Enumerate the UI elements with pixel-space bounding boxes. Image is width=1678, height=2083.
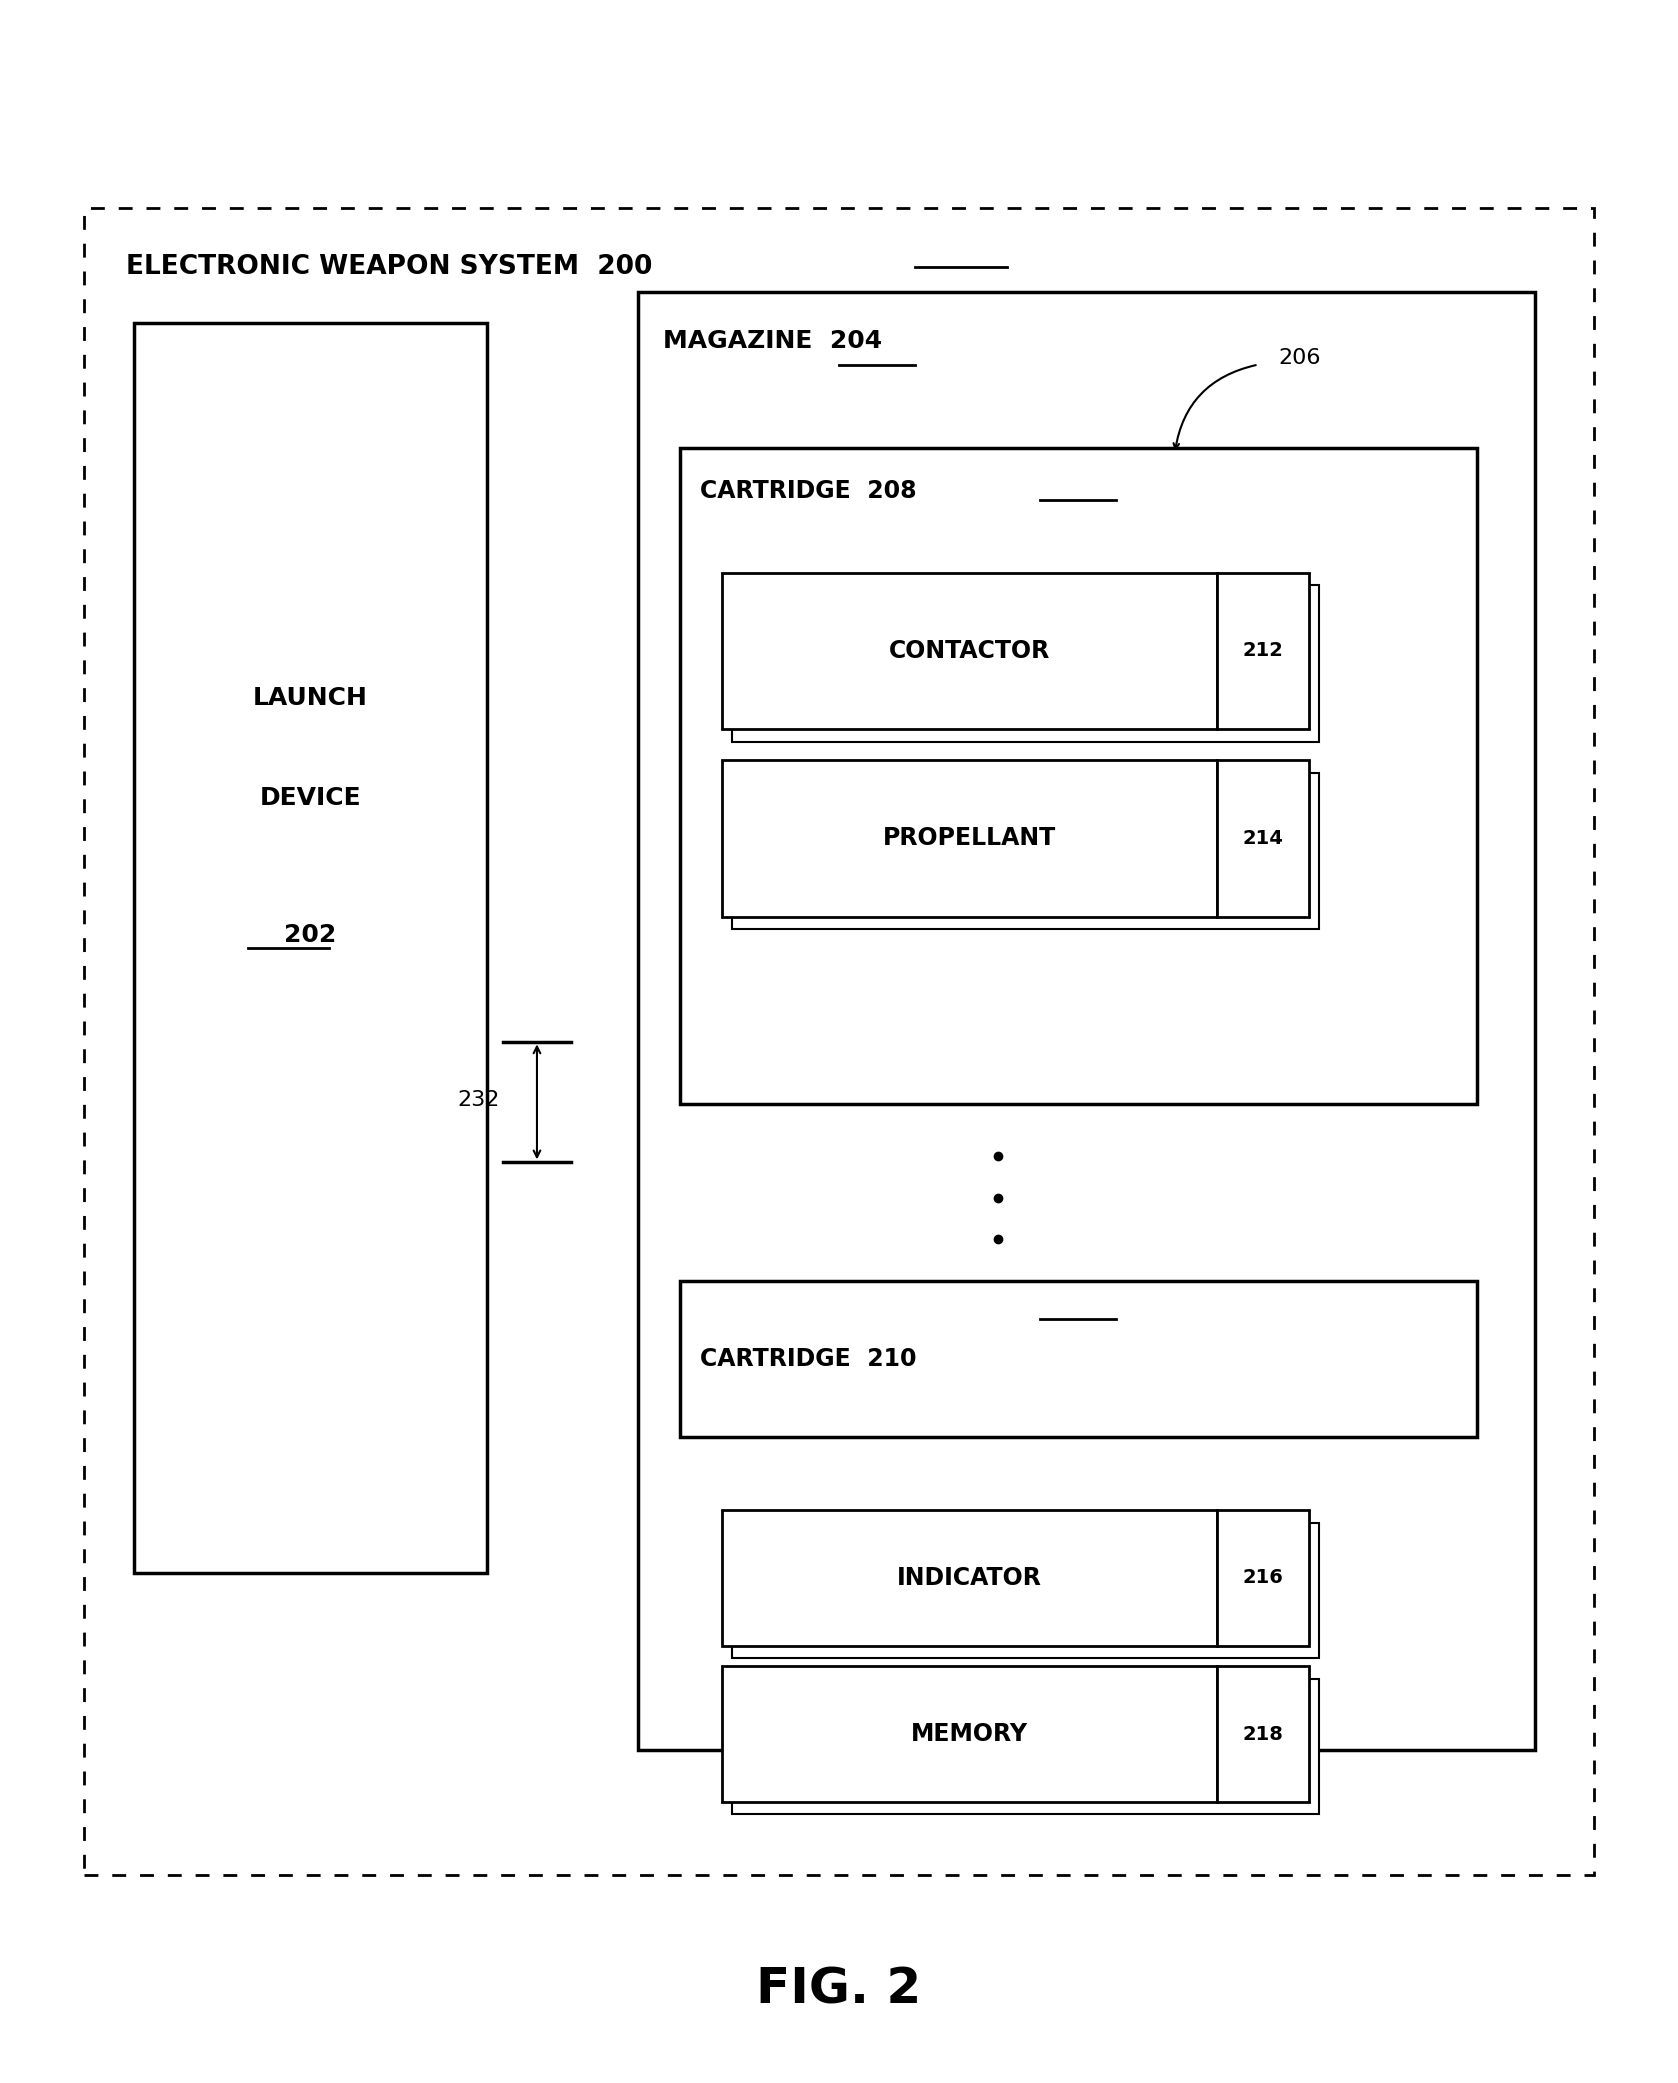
Text: DEVICE: DEVICE <box>260 785 361 810</box>
Text: CONTACTOR: CONTACTOR <box>888 639 1050 662</box>
Text: 206: 206 <box>1279 348 1321 369</box>
Text: 214: 214 <box>1242 829 1284 848</box>
Bar <box>680 1281 1477 1437</box>
Bar <box>732 1679 1319 1814</box>
Bar <box>732 585 1319 742</box>
Bar <box>722 1510 1217 1646</box>
Bar <box>732 1523 1319 1658</box>
Text: CARTRIDGE  210: CARTRIDGE 210 <box>700 1348 916 1371</box>
Bar <box>732 773 1319 929</box>
Text: MAGAZINE  204: MAGAZINE 204 <box>663 329 883 354</box>
Text: 212: 212 <box>1242 642 1284 660</box>
Text: ELECTRONIC WEAPON SYSTEM  200: ELECTRONIC WEAPON SYSTEM 200 <box>126 254 653 279</box>
Text: INDICATOR: INDICATOR <box>896 1566 1042 1589</box>
Bar <box>1217 1510 1309 1646</box>
Bar <box>1217 573 1309 729</box>
Text: CARTRIDGE  208: CARTRIDGE 208 <box>700 479 916 504</box>
Text: 232: 232 <box>458 1089 500 1110</box>
Bar <box>722 1666 1217 1802</box>
Text: 218: 218 <box>1242 1725 1284 1743</box>
Text: FIG. 2: FIG. 2 <box>757 1964 921 2014</box>
Bar <box>1217 1666 1309 1802</box>
Text: PROPELLANT: PROPELLANT <box>883 827 1055 850</box>
Bar <box>722 760 1217 917</box>
Text: LAUNCH: LAUNCH <box>253 685 367 710</box>
Bar <box>722 573 1217 729</box>
Bar <box>638 292 1535 1750</box>
Text: MEMORY: MEMORY <box>911 1723 1027 1746</box>
Text: 202: 202 <box>284 923 337 948</box>
Bar <box>680 448 1477 1104</box>
Bar <box>1217 760 1309 917</box>
Text: 216: 216 <box>1242 1568 1284 1587</box>
Bar <box>134 323 487 1573</box>
Bar <box>84 208 1594 1875</box>
